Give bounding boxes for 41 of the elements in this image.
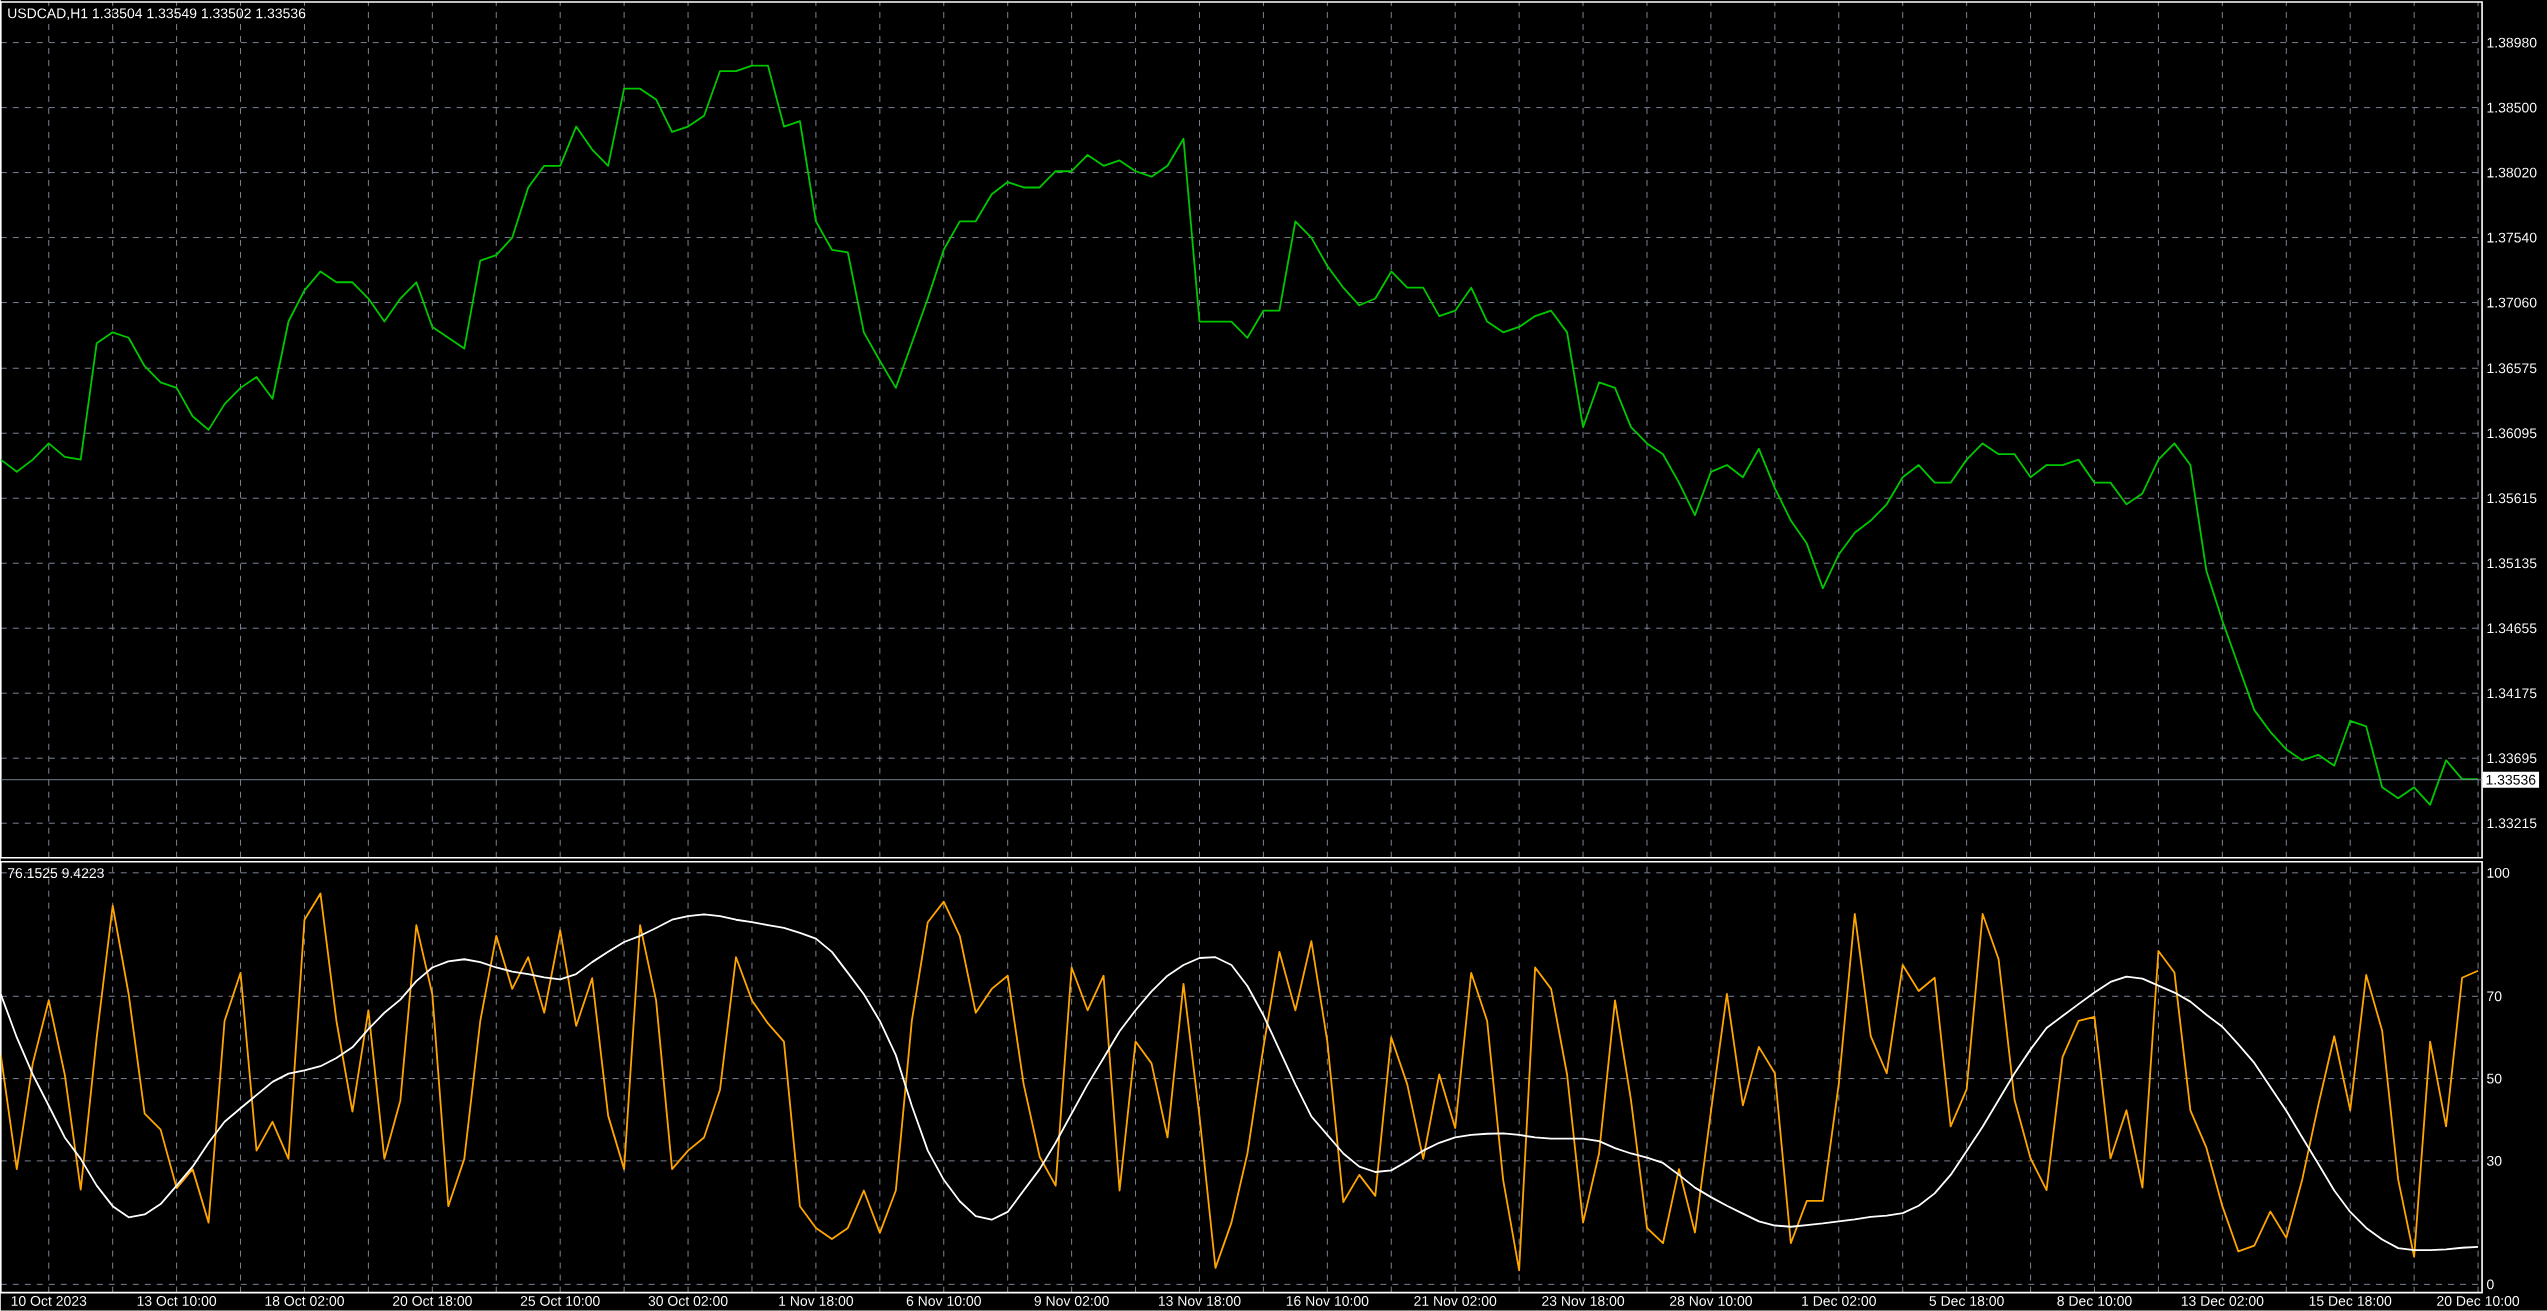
x-tick-label: 28 Nov 10:00 bbox=[1669, 1296, 1752, 1307]
y-tick-label: 30 bbox=[2487, 1156, 2502, 1167]
x-tick-label: 16 Nov 10:00 bbox=[1286, 1296, 1369, 1307]
y-tick-label: 1.36095 bbox=[2487, 428, 2537, 439]
x-tick-label: 1 Dec 02:00 bbox=[1802, 1296, 1876, 1307]
y-tick-label: 1.38020 bbox=[2487, 167, 2537, 178]
x-tick-label: 5 Dec 18:00 bbox=[1929, 1296, 2004, 1307]
x-tick-label: 8 Dec 10:00 bbox=[2057, 1296, 2132, 1307]
y-tick-label: 1.37540 bbox=[2487, 232, 2537, 243]
x-tick-label: 21 Nov 02:00 bbox=[1414, 1296, 1497, 1307]
x-tick-label: 13 Nov 18:00 bbox=[1158, 1296, 1241, 1307]
chart-title: 76.1525 9.4223 bbox=[7, 868, 104, 879]
x-tick-label: 13 Oct 10:00 bbox=[137, 1296, 217, 1307]
y-tick-label: 1.35135 bbox=[2487, 558, 2537, 569]
y-tick-label: 1.34655 bbox=[2487, 623, 2537, 634]
x-tick-label: 10 Oct 2023 bbox=[11, 1296, 87, 1307]
x-tick-label: 30 Oct 02:00 bbox=[648, 1296, 728, 1307]
x-tick-label: 13 Dec 02:00 bbox=[2181, 1296, 2264, 1307]
x-tick-label: 1 Nov 18:00 bbox=[779, 1296, 854, 1307]
x-tick-label: 23 Nov 18:00 bbox=[1542, 1296, 1625, 1307]
y-tick-label: 1.38980 bbox=[2487, 37, 2537, 48]
x-tick-label: 9 Nov 02:00 bbox=[1034, 1296, 1109, 1307]
y-tick-label: 1.34175 bbox=[2487, 688, 2537, 699]
y-tick-label: 50 bbox=[2487, 1073, 2502, 1084]
ref-line-label: 1.33536 bbox=[2486, 774, 2536, 785]
y-tick-label: 1.38500 bbox=[2487, 102, 2537, 113]
x-tick-label: 20 Oct 18:00 bbox=[392, 1296, 472, 1307]
y-tick-label: 70 bbox=[2487, 991, 2502, 1002]
x-tick-label: 20 Dec 10:00 bbox=[2437, 1296, 2520, 1307]
y-tick-label: 1.33215 bbox=[2487, 818, 2537, 829]
x-tick-label: 6 Nov 10:00 bbox=[906, 1296, 981, 1307]
x-tick-label: 15 Dec 18:00 bbox=[2309, 1296, 2392, 1307]
y-tick-label: 100 bbox=[2487, 868, 2510, 878]
y-tick-label: 1.36575 bbox=[2487, 363, 2537, 374]
y-tick-label: 1.37060 bbox=[2487, 297, 2537, 308]
x-tick-label: 18 Oct 02:00 bbox=[265, 1296, 344, 1307]
y-tick-label: 0 bbox=[2487, 1279, 2494, 1290]
y-tick-label: 1.33695 bbox=[2487, 753, 2537, 764]
x-tick-label: 25 Oct 10:00 bbox=[520, 1296, 600, 1307]
chart-title: USDCAD,H1 1.33504 1.33549 1.33502 1.33536 bbox=[8, 8, 306, 21]
y-tick-label: 1.35615 bbox=[2487, 493, 2537, 504]
